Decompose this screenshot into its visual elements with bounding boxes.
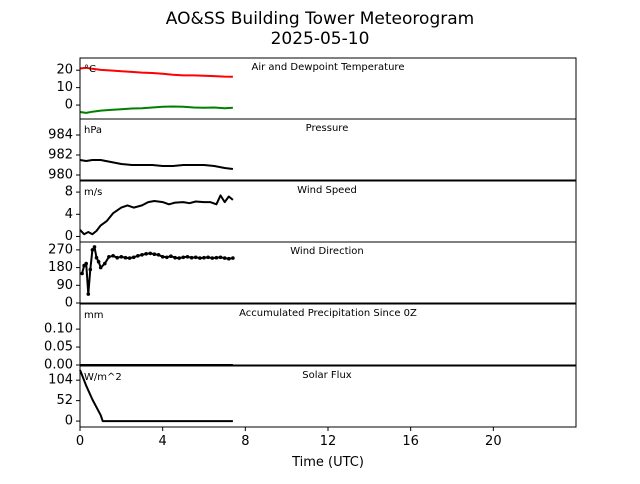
wind-direction-point <box>107 254 111 259</box>
panel-unit-label: m/s <box>84 187 102 198</box>
wind-direction-point <box>156 253 161 257</box>
y-tick-label: 0.10 <box>44 322 73 337</box>
panel-5-frame <box>79 303 577 366</box>
wind-direction-point <box>227 256 231 261</box>
wind-direction-point <box>90 248 95 252</box>
panel-4-frame <box>79 241 577 304</box>
panel-title: Wind Speed <box>297 185 357 196</box>
wind-direction-point <box>84 261 88 266</box>
panel-4: 0 90 180 270 Wind Direction <box>48 241 577 311</box>
y-tick-label: 984 <box>48 128 73 143</box>
wind-direction-point <box>119 254 124 259</box>
panel-title: Solar Flux <box>302 370 352 381</box>
wind-direction-point <box>210 256 215 260</box>
panel-1: 0 10 20 °C Air and Dewpoint Temperature <box>56 57 577 120</box>
panel-title: Air and Dewpoint Temperature <box>252 62 405 73</box>
wind-direction-point <box>218 255 223 260</box>
wind-direction-point <box>115 255 119 260</box>
y-tick-label: 0 <box>65 296 73 311</box>
panel-title: Pressure <box>306 123 349 134</box>
wind-direction-point <box>206 255 210 260</box>
y-tick-label: 0.05 <box>44 340 73 355</box>
wind-direction-point <box>144 252 148 256</box>
wind-direction-point <box>177 256 181 260</box>
panel-1-series-1-line <box>79 66 233 78</box>
y-tick-label: 8 <box>65 185 73 200</box>
wind-direction-point <box>231 256 235 260</box>
x-tick-label: 20 <box>485 434 502 449</box>
wind-direction-point <box>136 254 140 258</box>
panel-unit-label: °C <box>84 64 96 75</box>
wind-direction-point <box>189 255 194 260</box>
wind-direction-point <box>160 254 165 259</box>
panel-title: Wind Direction <box>290 246 364 257</box>
x-axis-label: Time (UTC) <box>291 455 364 470</box>
y-tick-label: 90 <box>56 278 73 293</box>
y-tick-label: 0 <box>65 98 73 113</box>
y-tick-label: 980 <box>48 168 73 183</box>
chart-title: AO&SS Building Tower Meteorogram <box>166 9 474 29</box>
panel-unit-label: W/m^2 <box>84 372 122 383</box>
y-tick-label: 0 <box>65 414 73 429</box>
y-tick-label: 180 <box>48 260 73 275</box>
wind-direction-point <box>123 255 128 260</box>
panel-1-series-2-line <box>79 105 233 114</box>
wind-direction-point <box>94 255 99 260</box>
y-tick-label: 104 <box>48 373 73 388</box>
panel-2: 980 982 984 hPa Pressure <box>48 118 577 183</box>
wind-direction-point <box>152 252 157 256</box>
y-tick-label: 20 <box>56 63 73 78</box>
x-tick-label: 16 <box>402 434 419 449</box>
wind-direction-point <box>103 261 107 266</box>
x-tick-label: 4 <box>159 434 167 449</box>
wind-direction-point <box>185 254 190 259</box>
x-tick-label: 12 <box>320 434 337 449</box>
chart-subtitle: 2025-05-10 <box>271 29 370 49</box>
wind-direction-point <box>169 254 173 258</box>
wind-direction-point <box>173 255 177 260</box>
wind-direction-point <box>88 267 93 272</box>
y-tick-label: 982 <box>48 148 73 163</box>
y-tick-label: 4 <box>65 207 73 222</box>
wind-direction-point <box>202 255 206 260</box>
panel-title: Accumulated Precipitation Since 0Z <box>239 308 417 319</box>
wind-direction-point <box>214 255 219 260</box>
wind-direction-point <box>98 265 103 270</box>
wind-direction-point <box>181 255 186 260</box>
wind-direction-point <box>86 292 91 296</box>
wind-direction-point <box>193 255 198 260</box>
y-tick-label: 10 <box>56 80 73 95</box>
x-tick-label: 0 <box>76 434 84 449</box>
wind-direction-point <box>198 256 202 260</box>
wind-direction-point <box>222 256 227 260</box>
panel-unit-label: hPa <box>84 125 102 136</box>
panel-3: 0 4 8 m/s Wind Speed <box>65 180 577 244</box>
wind-direction-point <box>92 245 97 249</box>
wind-direction-point <box>148 251 153 256</box>
y-tick-label: 0 <box>65 229 73 244</box>
x-tick-label: 8 <box>241 434 249 449</box>
wind-direction-point <box>111 254 115 258</box>
panel-5: 0.00 0.05 0.10 mm Accumulated Precipitation … <box>44 303 577 373</box>
wind-direction-point <box>80 271 84 276</box>
y-tick-label: 0.00 <box>44 358 73 373</box>
panel-6-series-1-line <box>79 369 233 423</box>
y-tick-label: 270 <box>48 242 73 257</box>
wind-direction-point <box>165 255 169 260</box>
y-tick-label: 52 <box>56 393 73 408</box>
wind-direction-point <box>127 256 132 260</box>
panel-unit-label: mm <box>84 310 103 321</box>
panel-6: 0 52 104 W/m^2 Solar Flux <box>48 365 577 431</box>
panel-3-series-1-line <box>79 194 234 236</box>
wind-direction-point <box>131 255 136 260</box>
panel-2-frame <box>79 118 577 181</box>
panel-2-series-1-line <box>79 159 234 170</box>
wind-direction-point <box>140 253 144 257</box>
wind-direction-point <box>96 259 101 264</box>
